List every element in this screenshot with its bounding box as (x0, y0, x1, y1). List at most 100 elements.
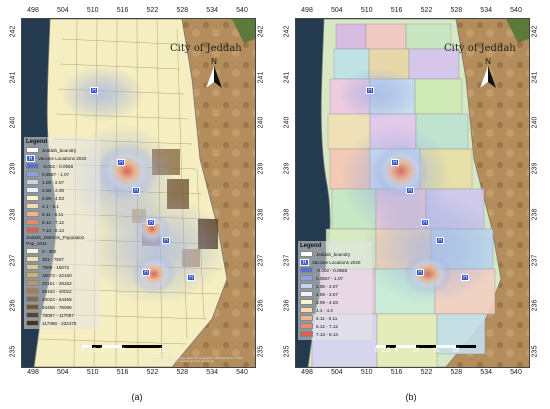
map-frame-a[interactable]: H H H H H H H City of Jeddah N Legend Je… (21, 18, 256, 368)
x-tick-label: 510 (86, 369, 99, 376)
legend-label: 7.13 - 8.13 (316, 331, 338, 337)
vaccine-location-marker[interactable]: H (406, 187, 414, 194)
x-tick-label: 522 (420, 7, 433, 14)
legend-label: 6.12 - 7.12 (316, 323, 338, 329)
y-tick-label: 235 (9, 345, 17, 358)
x-tick-label: 540 (510, 7, 522, 14)
x-tick-label: 504 (331, 7, 343, 14)
x-tick-label: 522 (146, 369, 159, 376)
map-title: City of Jeddah (444, 43, 516, 54)
x-tick-label: 504 (331, 369, 343, 376)
x-tick-label: 504 (57, 7, 69, 14)
legend-label: -0.002 - 0.0566 (42, 163, 74, 169)
x-tick-label: 528 (176, 7, 189, 14)
legend-swatch (26, 272, 39, 278)
vaccine-location-marker[interactable]: H (366, 87, 374, 94)
x-tick-label: 516 (116, 7, 129, 14)
scale-label: 20 (452, 348, 460, 354)
scale-label: 10 (412, 348, 420, 354)
y-tick-label: 242 (257, 25, 265, 38)
vaccine-location-marker[interactable]: H (461, 274, 469, 281)
scale-label: 0 (374, 348, 378, 354)
y-tick-label: 242 (9, 25, 17, 38)
y-tick-label: 239 (257, 162, 265, 175)
legend-swatch (300, 251, 313, 257)
vaccine-location-marker[interactable]: H (436, 237, 444, 244)
y-tick-label: 237 (531, 254, 539, 266)
x-tick-label: 540 (236, 369, 248, 376)
scale-label: 5 (394, 348, 398, 354)
legend-swatch (26, 187, 39, 193)
scale-label: 15 (432, 348, 440, 354)
x-tick-label: 534 (480, 369, 492, 376)
north-arrow-icon (206, 66, 222, 88)
x-tick-label: 516 (390, 369, 403, 376)
vaccine-density (338, 68, 501, 304)
x-tick-label: 498 (27, 7, 39, 14)
x-tick-label: 498 (27, 369, 39, 376)
y-tick-label: 239 (283, 162, 291, 175)
north-arrow-icon (480, 66, 496, 88)
caption-b: (b) (405, 392, 417, 402)
x-tick-label: 498 (301, 7, 313, 14)
vaccine-location-marker[interactable]: H (187, 274, 195, 281)
x-tick-label: 504 (57, 369, 69, 376)
legend-swatch (26, 280, 39, 286)
scale-label: 0 (80, 348, 84, 354)
legend-label: Vaccine Locations 2020 (312, 259, 361, 265)
legend-swatch (26, 256, 39, 262)
legend-swatch (26, 264, 39, 270)
vaccine-location-marker[interactable]: H (132, 187, 140, 194)
vegetation-area (232, 19, 255, 43)
y-tick-label: 236 (9, 299, 17, 312)
x-tick-label: 516 (390, 7, 403, 14)
legend-label: 117088 - 232476 (42, 320, 77, 326)
x-tick-label: 528 (450, 7, 463, 14)
legend-label: 3.09 - 4.03 (316, 299, 338, 305)
vaccine-location-marker[interactable]: H (391, 159, 399, 166)
map-frame-b[interactable]: H H H H H H H City of Jeddah N Legend Je… (295, 18, 530, 368)
legend-label: Jeddah_boundry (316, 251, 351, 257)
y-tick-label: 238 (9, 208, 17, 221)
y-tick-label: 239 (9, 162, 17, 175)
legend-label: 0.0567 - 1.07 (42, 171, 70, 177)
map-panel-a: H H H H H H H City of Jeddah N Legend Je… (3, 0, 273, 385)
legend-label: 5.11 - 6.11 (42, 211, 64, 217)
north-arrow: N (479, 57, 497, 90)
y-tick-label: 236 (283, 299, 291, 312)
legend-swatch (300, 291, 313, 297)
legend-population-field: Pop_1631 (26, 241, 47, 246)
vaccine-location-marker[interactable]: H (142, 269, 150, 276)
vaccine-location-marker[interactable]: H (147, 219, 155, 226)
legend-label: 301 - 7507 (42, 256, 64, 262)
y-tick-label: 239 (531, 162, 539, 175)
map-panel-b: H H H H H H H City of Jeddah N Legend Je… (277, 0, 547, 385)
legend-label: 2.08 - 3.07 (316, 291, 338, 297)
x-tick-label: 522 (146, 7, 159, 14)
y-tick-label: 240 (283, 117, 291, 129)
y-tick-label: 241 (531, 71, 539, 84)
x-tick-label: 510 (360, 7, 373, 14)
y-tick-label: 237 (283, 254, 291, 266)
x-tick-label: 540 (236, 7, 248, 14)
vaccine-location-marker[interactable]: H (416, 269, 424, 276)
legend-swatch (300, 315, 313, 321)
vaccine-location-marker[interactable]: H (90, 87, 98, 94)
legend-label: 4.1 - 5.1 (42, 203, 59, 209)
x-tick-label: 498 (301, 369, 313, 376)
legend-label: 3.09 - 4.03 (42, 195, 64, 201)
legend-swatch (26, 211, 39, 217)
legend-b: Legend Jeddah_boundry H Vaccine Locations… (298, 241, 372, 340)
legend-label: 15073 - 22160 (42, 272, 72, 278)
vaccine-location-marker[interactable]: H (117, 159, 125, 166)
legend-label: 0 - 300 (42, 248, 57, 254)
vaccine-location-marker[interactable]: H (421, 219, 429, 226)
caption-a: (a) (131, 392, 143, 402)
vaccine-location-marker[interactable]: H (162, 237, 170, 244)
legend-swatch (26, 312, 39, 318)
legend-label: 7.13 - 8.13 (42, 227, 64, 233)
legend-swatch (26, 219, 39, 225)
legend-label: 78097 - 117087 (42, 312, 74, 318)
x-tick-label: 528 (176, 369, 189, 376)
legend-swatch (300, 331, 313, 337)
